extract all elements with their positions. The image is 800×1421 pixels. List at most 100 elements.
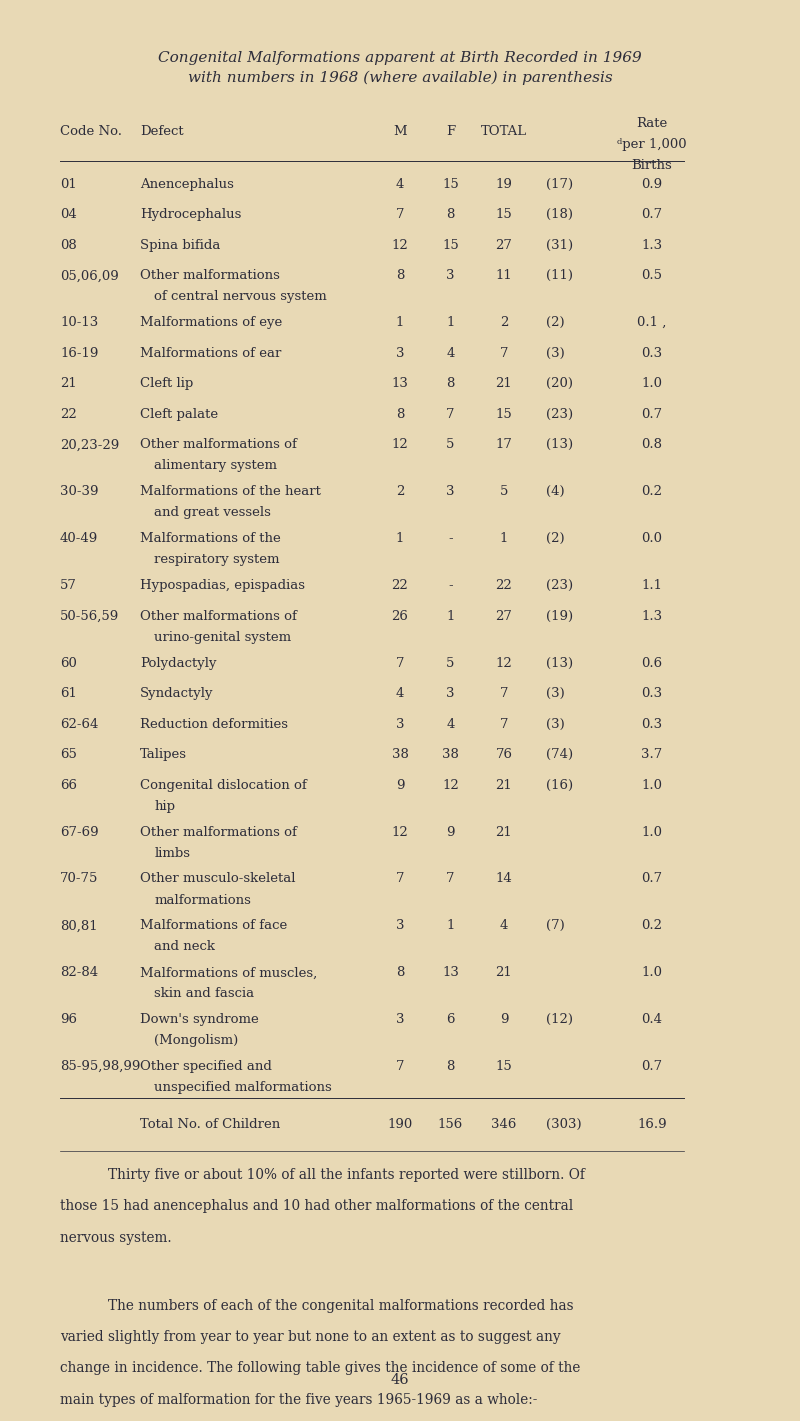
Text: Other musculo-skeletal: Other musculo-skeletal: [140, 872, 295, 885]
Text: (18): (18): [546, 209, 573, 222]
Text: Cleft lip: Cleft lip: [140, 377, 194, 391]
Text: 62-64: 62-64: [60, 718, 98, 730]
Text: Congenital dislocation of: Congenital dislocation of: [140, 779, 306, 791]
Text: 16.9: 16.9: [637, 1118, 667, 1131]
Text: 0.3: 0.3: [642, 718, 662, 730]
Text: 13: 13: [442, 966, 459, 979]
Text: Other malformations: Other malformations: [140, 269, 280, 283]
Text: Other malformations of: Other malformations of: [140, 826, 297, 838]
Text: 3: 3: [446, 269, 454, 283]
Text: 4: 4: [396, 178, 404, 190]
Text: TOTAL: TOTAL: [481, 125, 527, 138]
Text: 65: 65: [60, 747, 77, 762]
Text: (4): (4): [546, 485, 564, 499]
Text: 13: 13: [391, 377, 409, 391]
Text: 1: 1: [446, 610, 454, 622]
Text: varied slightly from year to year but none to an extent as to suggest any: varied slightly from year to year but no…: [60, 1330, 561, 1344]
Text: 1: 1: [446, 315, 454, 330]
Text: 21: 21: [60, 377, 77, 391]
Text: change in incidence. The following table gives the incidence of some of the: change in incidence. The following table…: [60, 1361, 580, 1376]
Text: 3: 3: [446, 485, 454, 499]
Text: 0.4: 0.4: [642, 1013, 662, 1026]
Text: 22: 22: [60, 408, 77, 421]
Text: 1.0: 1.0: [642, 966, 662, 979]
Text: 7: 7: [396, 1060, 404, 1073]
Text: Other malformations of: Other malformations of: [140, 438, 297, 452]
Text: 21: 21: [496, 966, 512, 979]
Text: 9: 9: [500, 1013, 508, 1026]
Text: 0.3: 0.3: [642, 347, 662, 360]
Text: 346: 346: [491, 1118, 517, 1131]
Text: Spina bifida: Spina bifida: [140, 239, 220, 252]
Text: 17: 17: [495, 438, 513, 452]
Text: 80,81: 80,81: [60, 919, 98, 932]
Text: 01: 01: [60, 178, 77, 190]
Text: 0.7: 0.7: [642, 209, 662, 222]
Text: 15: 15: [496, 408, 512, 421]
Text: 7: 7: [500, 347, 508, 360]
Text: 3: 3: [396, 347, 404, 360]
Text: 76: 76: [495, 747, 513, 762]
Text: 7: 7: [396, 872, 404, 885]
Text: 1.0: 1.0: [642, 779, 662, 791]
Text: (7): (7): [546, 919, 564, 932]
Text: Other specified and: Other specified and: [140, 1060, 272, 1073]
Text: Syndactyly: Syndactyly: [140, 686, 214, 701]
Text: 1.3: 1.3: [642, 239, 662, 252]
Text: 0.2: 0.2: [642, 919, 662, 932]
Text: 16-19: 16-19: [60, 347, 98, 360]
Text: 15: 15: [496, 1060, 512, 1073]
Text: 38: 38: [391, 747, 409, 762]
Text: 7: 7: [396, 657, 404, 669]
Text: 46: 46: [390, 1373, 410, 1387]
Text: 1: 1: [446, 919, 454, 932]
Text: (3): (3): [546, 718, 564, 730]
Text: 7: 7: [500, 686, 508, 701]
Text: (74): (74): [546, 747, 573, 762]
Text: 1: 1: [396, 315, 404, 330]
Text: Code No.: Code No.: [60, 125, 122, 138]
Text: 3: 3: [396, 1013, 404, 1026]
Text: Hydrocephalus: Hydrocephalus: [140, 209, 242, 222]
Text: (2): (2): [546, 531, 564, 546]
Text: 30-39: 30-39: [60, 485, 98, 499]
Text: 27: 27: [495, 239, 513, 252]
Text: 0.6: 0.6: [642, 657, 662, 669]
Text: Congenital Malformations apparent at Birth Recorded in 1969: Congenital Malformations apparent at Bir…: [158, 51, 642, 65]
Text: 96: 96: [60, 1013, 77, 1026]
Text: 22: 22: [392, 578, 408, 593]
Text: 12: 12: [442, 779, 458, 791]
Text: 1.3: 1.3: [642, 610, 662, 622]
Text: (3): (3): [546, 347, 564, 360]
Text: Malformations of ear: Malformations of ear: [140, 347, 282, 360]
Text: 82-84: 82-84: [60, 966, 98, 979]
Text: 8: 8: [396, 408, 404, 421]
Text: 0.9: 0.9: [642, 178, 662, 190]
Text: 3: 3: [396, 919, 404, 932]
Text: 7: 7: [396, 209, 404, 222]
Text: 19: 19: [495, 178, 513, 190]
Text: alimentary system: alimentary system: [154, 459, 278, 472]
Text: 0.7: 0.7: [642, 408, 662, 421]
Text: 15: 15: [442, 239, 458, 252]
Text: 3: 3: [446, 686, 454, 701]
Text: 08: 08: [60, 239, 77, 252]
Text: 04: 04: [60, 209, 77, 222]
Text: (23): (23): [546, 408, 573, 421]
Text: 15: 15: [442, 178, 458, 190]
Text: 0.5: 0.5: [642, 269, 662, 283]
Text: 7: 7: [446, 408, 454, 421]
Text: Total No. of Children: Total No. of Children: [140, 1118, 280, 1131]
Text: 40-49: 40-49: [60, 531, 98, 546]
Text: 3.7: 3.7: [642, 747, 662, 762]
Text: F: F: [446, 125, 455, 138]
Text: 0.1 ,: 0.1 ,: [638, 315, 666, 330]
Text: (3): (3): [546, 686, 564, 701]
Text: skin and fascia: skin and fascia: [154, 988, 254, 1000]
Text: 10-13: 10-13: [60, 315, 98, 330]
Text: 0.8: 0.8: [642, 438, 662, 452]
Text: ᵈper 1,000: ᵈper 1,000: [617, 138, 687, 151]
Text: 12: 12: [496, 657, 512, 669]
Text: 6: 6: [446, 1013, 454, 1026]
Text: (31): (31): [546, 239, 573, 252]
